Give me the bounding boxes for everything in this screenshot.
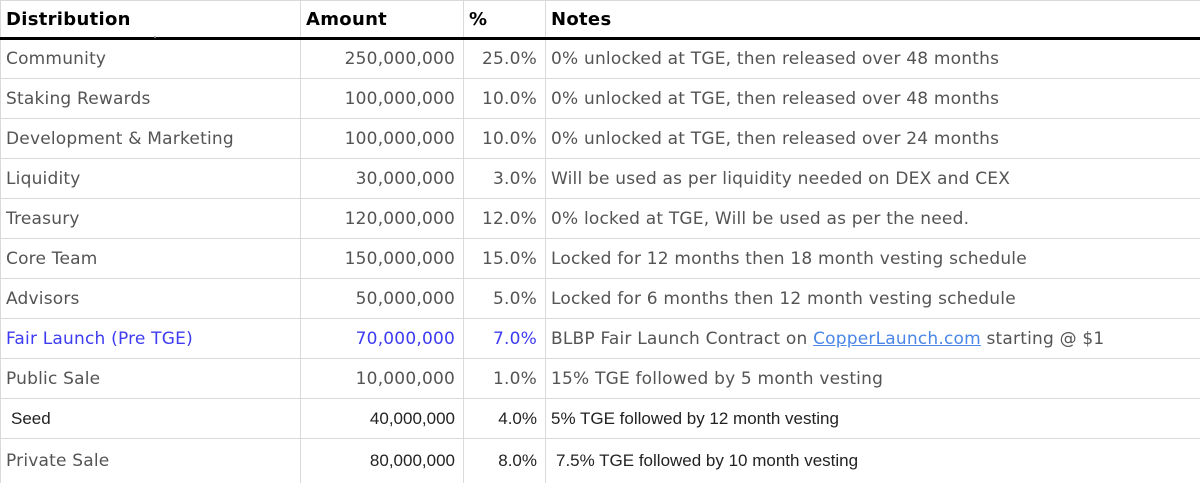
- artifact-dot: [154, 36, 156, 38]
- cell-distribution: Staking Rewards: [0, 78, 301, 119]
- cell-note: BLBP Fair Launch Contract on CopperLaunc…: [545, 318, 1200, 359]
- cell-distribution: Private Sale: [0, 438, 301, 483]
- cell-percent: 10.0%: [463, 118, 546, 159]
- cell-distribution: Liquidity: [0, 158, 301, 199]
- cell-percent: 25.0%: [463, 38, 546, 79]
- cell-percent: 4.0%: [463, 398, 546, 439]
- cell-percent: 15.0%: [463, 238, 546, 279]
- cell-note: Will be used as per liquidity needed on …: [545, 158, 1200, 199]
- table-header: Distribution Amount % Notes: [0, 0, 1200, 40]
- cell-note: 0% unlocked at TGE, then released over 2…: [545, 118, 1200, 159]
- note-text-suffix: starting @ $1: [980, 328, 1105, 349]
- table-row-community: Community 250,000,000 25.0% 0% unlocked …: [0, 38, 1200, 79]
- table-row-treasury: Treasury 120,000,000 12.0% 0% locked at …: [0, 198, 1200, 239]
- table-row-private-sale: Private Sale 80,000,000 8.0% 7.5% TGE fo…: [0, 438, 1200, 483]
- table-row-advisors: Advisors 50,000,000 5.0% Locked for 6 mo…: [0, 278, 1200, 319]
- copperlaunch-link[interactable]: CopperLaunch.com: [813, 328, 981, 349]
- cell-distribution: Seed: [0, 398, 301, 439]
- note-text-prefix: BLBP Fair Launch Contract on: [551, 328, 814, 349]
- cell-note: 7.5% TGE followed by 10 month vesting: [545, 438, 1200, 483]
- cell-distribution: Community: [0, 38, 301, 79]
- cell-percent: 7.0%: [463, 318, 546, 359]
- cell-note: Locked for 12 months then 18 month vesti…: [545, 238, 1200, 279]
- cell-note: 0% unlocked at TGE, then released over 4…: [545, 38, 1200, 79]
- cell-percent: 12.0%: [463, 198, 546, 239]
- cell-amount: 40,000,000: [300, 398, 464, 439]
- token-distribution-table: Distribution Amount % Notes Community 25…: [0, 0, 1200, 483]
- cell-distribution: Fair Launch (Pre TGE): [0, 318, 301, 359]
- cell-note: 5% TGE followed by 12 month vesting: [545, 398, 1200, 439]
- cell-distribution: Advisors: [0, 278, 301, 319]
- table-row-seed: Seed 40,000,000 4.0% 5% TGE followed by …: [0, 398, 1200, 439]
- table-row-development-marketing: Development & Marketing 100,000,000 10.0…: [0, 118, 1200, 159]
- cell-note: 0% locked at TGE, Will be used as per th…: [545, 198, 1200, 239]
- table-row-fair-launch: Fair Launch (Pre TGE) 70,000,000 7.0% BL…: [0, 318, 1200, 359]
- cell-percent: 10.0%: [463, 78, 546, 119]
- cell-distribution: Core Team: [0, 238, 301, 279]
- cell-percent: 3.0%: [463, 158, 546, 199]
- cell-note: 15% TGE followed by 5 month vesting: [545, 358, 1200, 399]
- cell-percent: 8.0%: [463, 438, 546, 483]
- cell-amount: 100,000,000: [300, 118, 464, 159]
- column-header-amount: Amount: [300, 0, 464, 40]
- column-header-notes: Notes: [545, 0, 1200, 40]
- cell-distribution: Public Sale: [0, 358, 301, 399]
- header-row: Distribution Amount % Notes: [0, 0, 1200, 40]
- cell-amount: 80,000,000: [300, 438, 464, 483]
- cell-amount: 120,000,000: [300, 198, 464, 239]
- cell-distribution: Treasury: [0, 198, 301, 239]
- cell-amount: 150,000,000: [300, 238, 464, 279]
- cell-amount: 100,000,000: [300, 78, 464, 119]
- cell-note: Locked for 6 months then 12 month vestin…: [545, 278, 1200, 319]
- cell-amount: 70,000,000: [300, 318, 464, 359]
- table-row-public-sale: Public Sale 10,000,000 1.0% 15% TGE foll…: [0, 358, 1200, 399]
- table-row-core-team: Core Team 150,000,000 15.0% Locked for 1…: [0, 238, 1200, 279]
- cell-amount: 10,000,000: [300, 358, 464, 399]
- cell-amount: 50,000,000: [300, 278, 464, 319]
- table-row-liquidity: Liquidity 30,000,000 3.0% Will be used a…: [0, 158, 1200, 199]
- cell-percent: 5.0%: [463, 278, 546, 319]
- cell-amount: 30,000,000: [300, 158, 464, 199]
- cell-percent: 1.0%: [463, 358, 546, 399]
- column-header-percent: %: [463, 0, 546, 40]
- cell-amount: 250,000,000: [300, 38, 464, 79]
- cell-distribution: Development & Marketing: [0, 118, 301, 159]
- table-row-staking-rewards: Staking Rewards 100,000,000 10.0% 0% unl…: [0, 78, 1200, 119]
- column-header-distribution: Distribution: [0, 0, 301, 40]
- cell-note: 0% unlocked at TGE, then released over 4…: [545, 78, 1200, 119]
